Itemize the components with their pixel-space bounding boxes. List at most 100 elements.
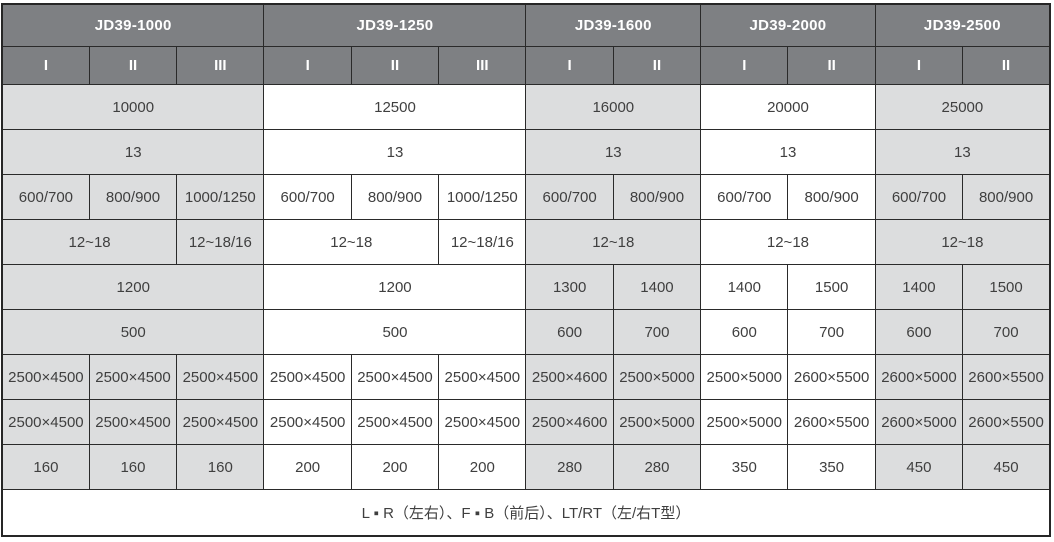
table-cell: 700: [787, 309, 876, 355]
table-row: 160 160 160 200 200 200 280 280 350 350 450 450: [1, 444, 1051, 490]
table-cell: 2500×4500: [176, 399, 265, 445]
model-header: JD39-1600: [525, 3, 702, 47]
table-cell: 2600×5000: [874, 354, 964, 400]
spec-table: JD39-1000 JD39-1250 JD39-1600 JD39-2000 JD39…: [1, 3, 1051, 537]
table-cell: 12~18: [525, 219, 702, 265]
table-cell: 160: [88, 444, 178, 490]
variant-header: I: [874, 46, 964, 85]
table-cell: 2500×5000: [700, 354, 789, 400]
table-cell: 2500×4500: [350, 354, 440, 400]
table-cell: 2500×4600: [525, 399, 614, 445]
variant-header: I: [525, 46, 614, 85]
table-cell: 1300: [525, 264, 614, 310]
table-cell: 12~18: [700, 219, 876, 265]
variant-header: II: [962, 46, 1051, 85]
table-row: 500 500 600 700 600 700 600 700: [1, 309, 1051, 355]
table-cell: 2500×4500: [263, 399, 352, 445]
table-cell: 2500×5000: [612, 399, 702, 445]
table-cell: 12~18/16: [176, 219, 265, 265]
table-cell: 500: [1, 309, 265, 355]
table-cell: 2600×5000: [874, 399, 964, 445]
table-cell: 600: [700, 309, 789, 355]
variant-header: II: [612, 46, 702, 85]
table-cell: 2500×5000: [700, 399, 789, 445]
table-row: 2500×4500 2500×4500 2500×4500 2500×4500 2500…: [1, 354, 1051, 400]
footer-row: L ▪ R（左右）、F ▪ B（前后）、LT/RT（左/右T型）: [1, 489, 1051, 537]
variant-header: II: [787, 46, 876, 85]
model-header: JD39-2000: [700, 3, 876, 47]
table-cell: 12~18/16: [438, 219, 527, 265]
table-cell: 600/700: [263, 174, 352, 220]
table-cell: 600: [525, 309, 614, 355]
table-cell: 13: [874, 129, 1051, 175]
table-cell: 16000: [525, 84, 702, 130]
variant-header: III: [438, 46, 527, 85]
table-cell: 350: [787, 444, 876, 490]
table-cell: 2500×4500: [88, 399, 178, 445]
table-row: 2500×4500 2500×4500 2500×4500 2500×4500 2500…: [1, 399, 1051, 445]
table-row: 600/700 800/900 1000/1250 600/700 800/900 100…: [1, 174, 1051, 220]
table-cell: 500: [263, 309, 527, 355]
table-cell: 600/700: [525, 174, 614, 220]
variant-header: I: [1, 46, 90, 85]
table-cell: 1200: [1, 264, 265, 310]
table-cell: 200: [350, 444, 440, 490]
table-cell: 2500×4500: [438, 354, 527, 400]
table-cell: 12~18: [263, 219, 440, 265]
table-cell: 12500: [263, 84, 527, 130]
table-cell: 1400: [612, 264, 702, 310]
table-cell: 700: [962, 309, 1051, 355]
variant-header: III: [176, 46, 265, 85]
table-cell: 10000: [1, 84, 265, 130]
table-cell: 800/900: [350, 174, 440, 220]
table-cell: 600: [874, 309, 964, 355]
table-cell: 2600×5500: [962, 354, 1051, 400]
table-cell: 13: [1, 129, 265, 175]
table-cell: 350: [700, 444, 789, 490]
model-header-row: JD39-1000 JD39-1250 JD39-1600 JD39-2000 JD39…: [1, 3, 1051, 47]
table-cell: 600/700: [700, 174, 789, 220]
table-cell: 2500×4500: [176, 354, 265, 400]
table-cell: 12~18: [874, 219, 1051, 265]
table-row: 10000 12500 16000 20000 25000: [1, 84, 1051, 130]
table-row: 1200 1200 1300 1400 1400 1500 1400 1500: [1, 264, 1051, 310]
table-cell: 600/700: [874, 174, 964, 220]
table-cell: 2500×4500: [1, 399, 90, 445]
table-cell: 800/900: [787, 174, 876, 220]
table-cell: 1000/1250: [176, 174, 265, 220]
table-cell: 12~18: [1, 219, 178, 265]
table-cell: 13: [525, 129, 702, 175]
table-cell: 160: [1, 444, 90, 490]
table-cell: 2500×4600: [525, 354, 614, 400]
table-cell: 1200: [263, 264, 527, 310]
table-cell: 2500×5000: [612, 354, 702, 400]
table-cell: 800/900: [88, 174, 178, 220]
table-row: 13 13 13 13 13: [1, 129, 1051, 175]
table-cell: 600/700: [1, 174, 90, 220]
table-cell: 20000: [700, 84, 876, 130]
table-cell: 13: [263, 129, 527, 175]
table-cell: 200: [263, 444, 352, 490]
table-cell: 2600×5500: [787, 354, 876, 400]
model-header: JD39-1000: [1, 3, 265, 47]
table-cell: 2500×4500: [88, 354, 178, 400]
table-cell: 800/900: [962, 174, 1051, 220]
variant-header: I: [700, 46, 789, 85]
table-cell: 450: [962, 444, 1051, 490]
table-cell: 2500×4500: [350, 399, 440, 445]
footer-note: L ▪ R（左右）、F ▪ B（前后）、LT/RT（左/右T型）: [1, 489, 1051, 537]
table-cell: 1000/1250: [438, 174, 527, 220]
table-cell: 13: [700, 129, 876, 175]
table-cell: 2500×4500: [438, 399, 527, 445]
variant-header: II: [350, 46, 440, 85]
variant-header: II: [88, 46, 178, 85]
table-cell: 700: [612, 309, 702, 355]
table-cell: 1400: [874, 264, 964, 310]
table-cell: 1400: [700, 264, 789, 310]
table-cell: 2500×4500: [263, 354, 352, 400]
table-cell: 200: [438, 444, 527, 490]
variant-header-row: I II III I II III I II I II I II: [1, 46, 1051, 85]
model-header: JD39-1250: [263, 3, 527, 47]
table-cell: 450: [874, 444, 964, 490]
table-cell: 2600×5500: [787, 399, 876, 445]
